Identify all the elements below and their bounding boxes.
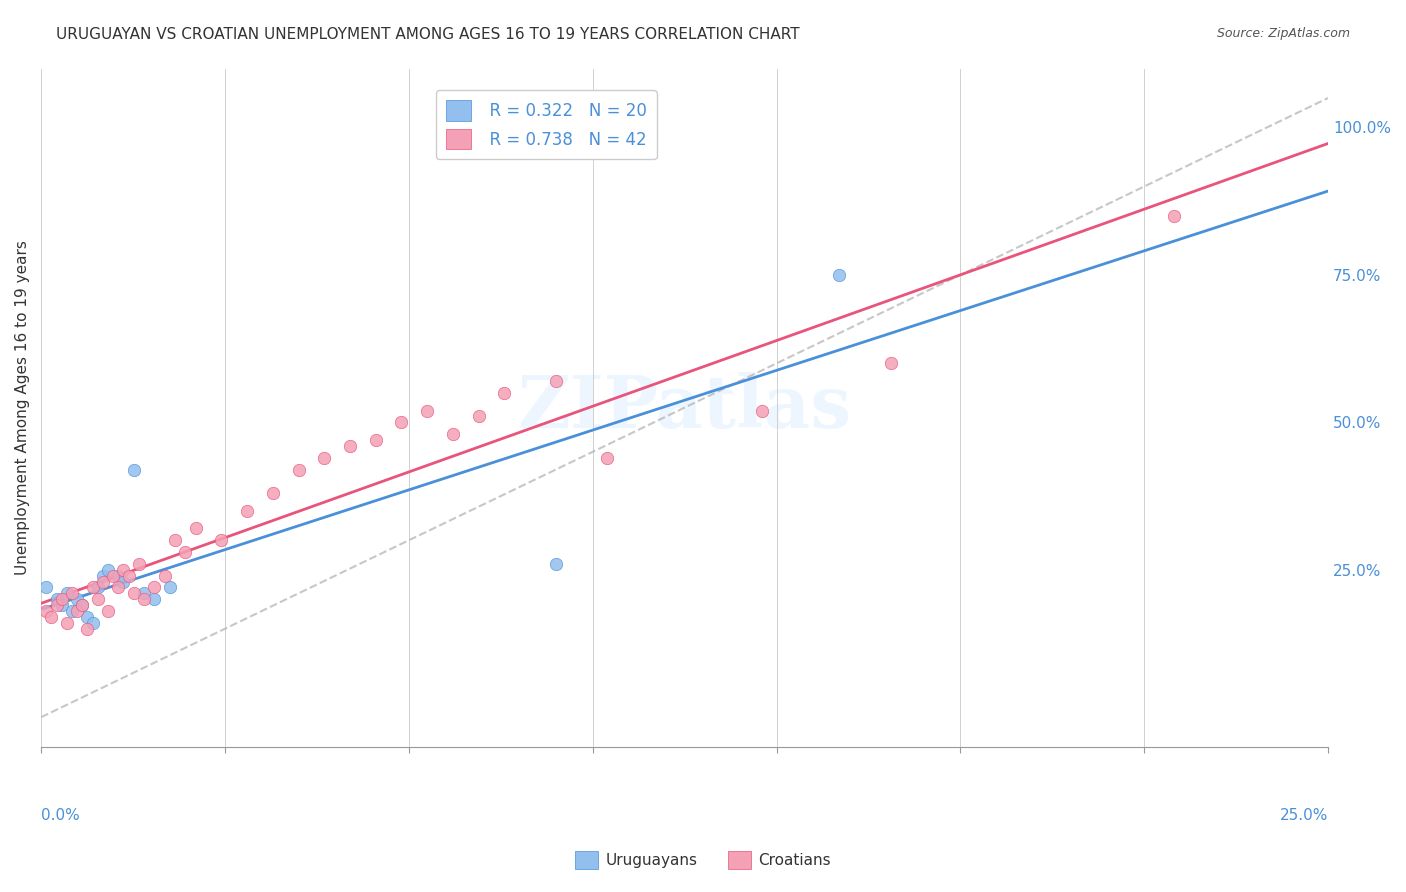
Point xyxy=(60,604,83,618)
Point xyxy=(60,586,83,600)
Point xyxy=(51,592,73,607)
Text: 25.0%: 25.0% xyxy=(1279,807,1329,822)
Point xyxy=(97,604,120,618)
Point xyxy=(35,604,58,618)
Point xyxy=(339,439,361,453)
Point xyxy=(107,581,129,595)
Text: Source: ZipAtlas.com: Source: ZipAtlas.com xyxy=(1216,27,1350,40)
Point xyxy=(91,574,114,589)
Point xyxy=(122,586,145,600)
Point xyxy=(1163,209,1185,223)
Point xyxy=(41,610,63,624)
Point xyxy=(132,586,155,600)
Point xyxy=(143,581,166,595)
Point xyxy=(494,385,516,400)
Point xyxy=(72,598,94,612)
Y-axis label: Unemployment Among Ages 16 to 19 years: Unemployment Among Ages 16 to 19 years xyxy=(15,240,30,575)
Point xyxy=(287,462,309,476)
Point xyxy=(544,557,567,571)
Point xyxy=(441,427,464,442)
Point xyxy=(82,615,104,630)
Point xyxy=(72,598,94,612)
Point xyxy=(56,586,79,600)
Point xyxy=(82,581,104,595)
Point xyxy=(364,433,387,447)
Point xyxy=(544,374,567,388)
Point xyxy=(66,592,89,607)
Point xyxy=(132,592,155,607)
Point xyxy=(879,356,901,370)
Legend:   R = 0.322   N = 20,   R = 0.738   N = 42: R = 0.322 N = 20, R = 0.738 N = 42 xyxy=(436,90,657,160)
Point xyxy=(143,592,166,607)
Point xyxy=(112,563,135,577)
Point xyxy=(174,545,197,559)
Point xyxy=(236,504,259,518)
Point xyxy=(87,581,110,595)
Text: ZIPatlas: ZIPatlas xyxy=(517,372,852,443)
Point xyxy=(56,615,79,630)
Point xyxy=(87,592,110,607)
Text: 0.0%: 0.0% xyxy=(41,807,80,822)
Legend: Uruguayans, Croatians: Uruguayans, Croatians xyxy=(569,845,837,875)
Point xyxy=(76,610,98,624)
Point xyxy=(97,563,120,577)
Point xyxy=(91,568,114,582)
Text: URUGUAYAN VS CROATIAN UNEMPLOYMENT AMONG AGES 16 TO 19 YEARS CORRELATION CHART: URUGUAYAN VS CROATIAN UNEMPLOYMENT AMONG… xyxy=(56,27,800,42)
Point xyxy=(828,268,851,282)
Point xyxy=(314,450,336,465)
Point xyxy=(45,592,67,607)
Point xyxy=(122,462,145,476)
Point xyxy=(262,486,284,500)
Point xyxy=(66,604,89,618)
Point xyxy=(117,568,139,582)
Point xyxy=(107,568,129,582)
Point xyxy=(112,574,135,589)
Point xyxy=(153,568,176,582)
Point xyxy=(751,403,773,417)
Point xyxy=(45,598,67,612)
Point xyxy=(128,557,150,571)
Point xyxy=(103,568,125,582)
Point xyxy=(159,581,181,595)
Point xyxy=(416,403,439,417)
Point xyxy=(184,521,207,535)
Point xyxy=(163,533,186,548)
Point xyxy=(467,409,489,424)
Point xyxy=(209,533,232,548)
Point xyxy=(391,415,413,429)
Point xyxy=(596,450,619,465)
Point xyxy=(35,581,58,595)
Point xyxy=(51,598,73,612)
Point xyxy=(76,622,98,636)
